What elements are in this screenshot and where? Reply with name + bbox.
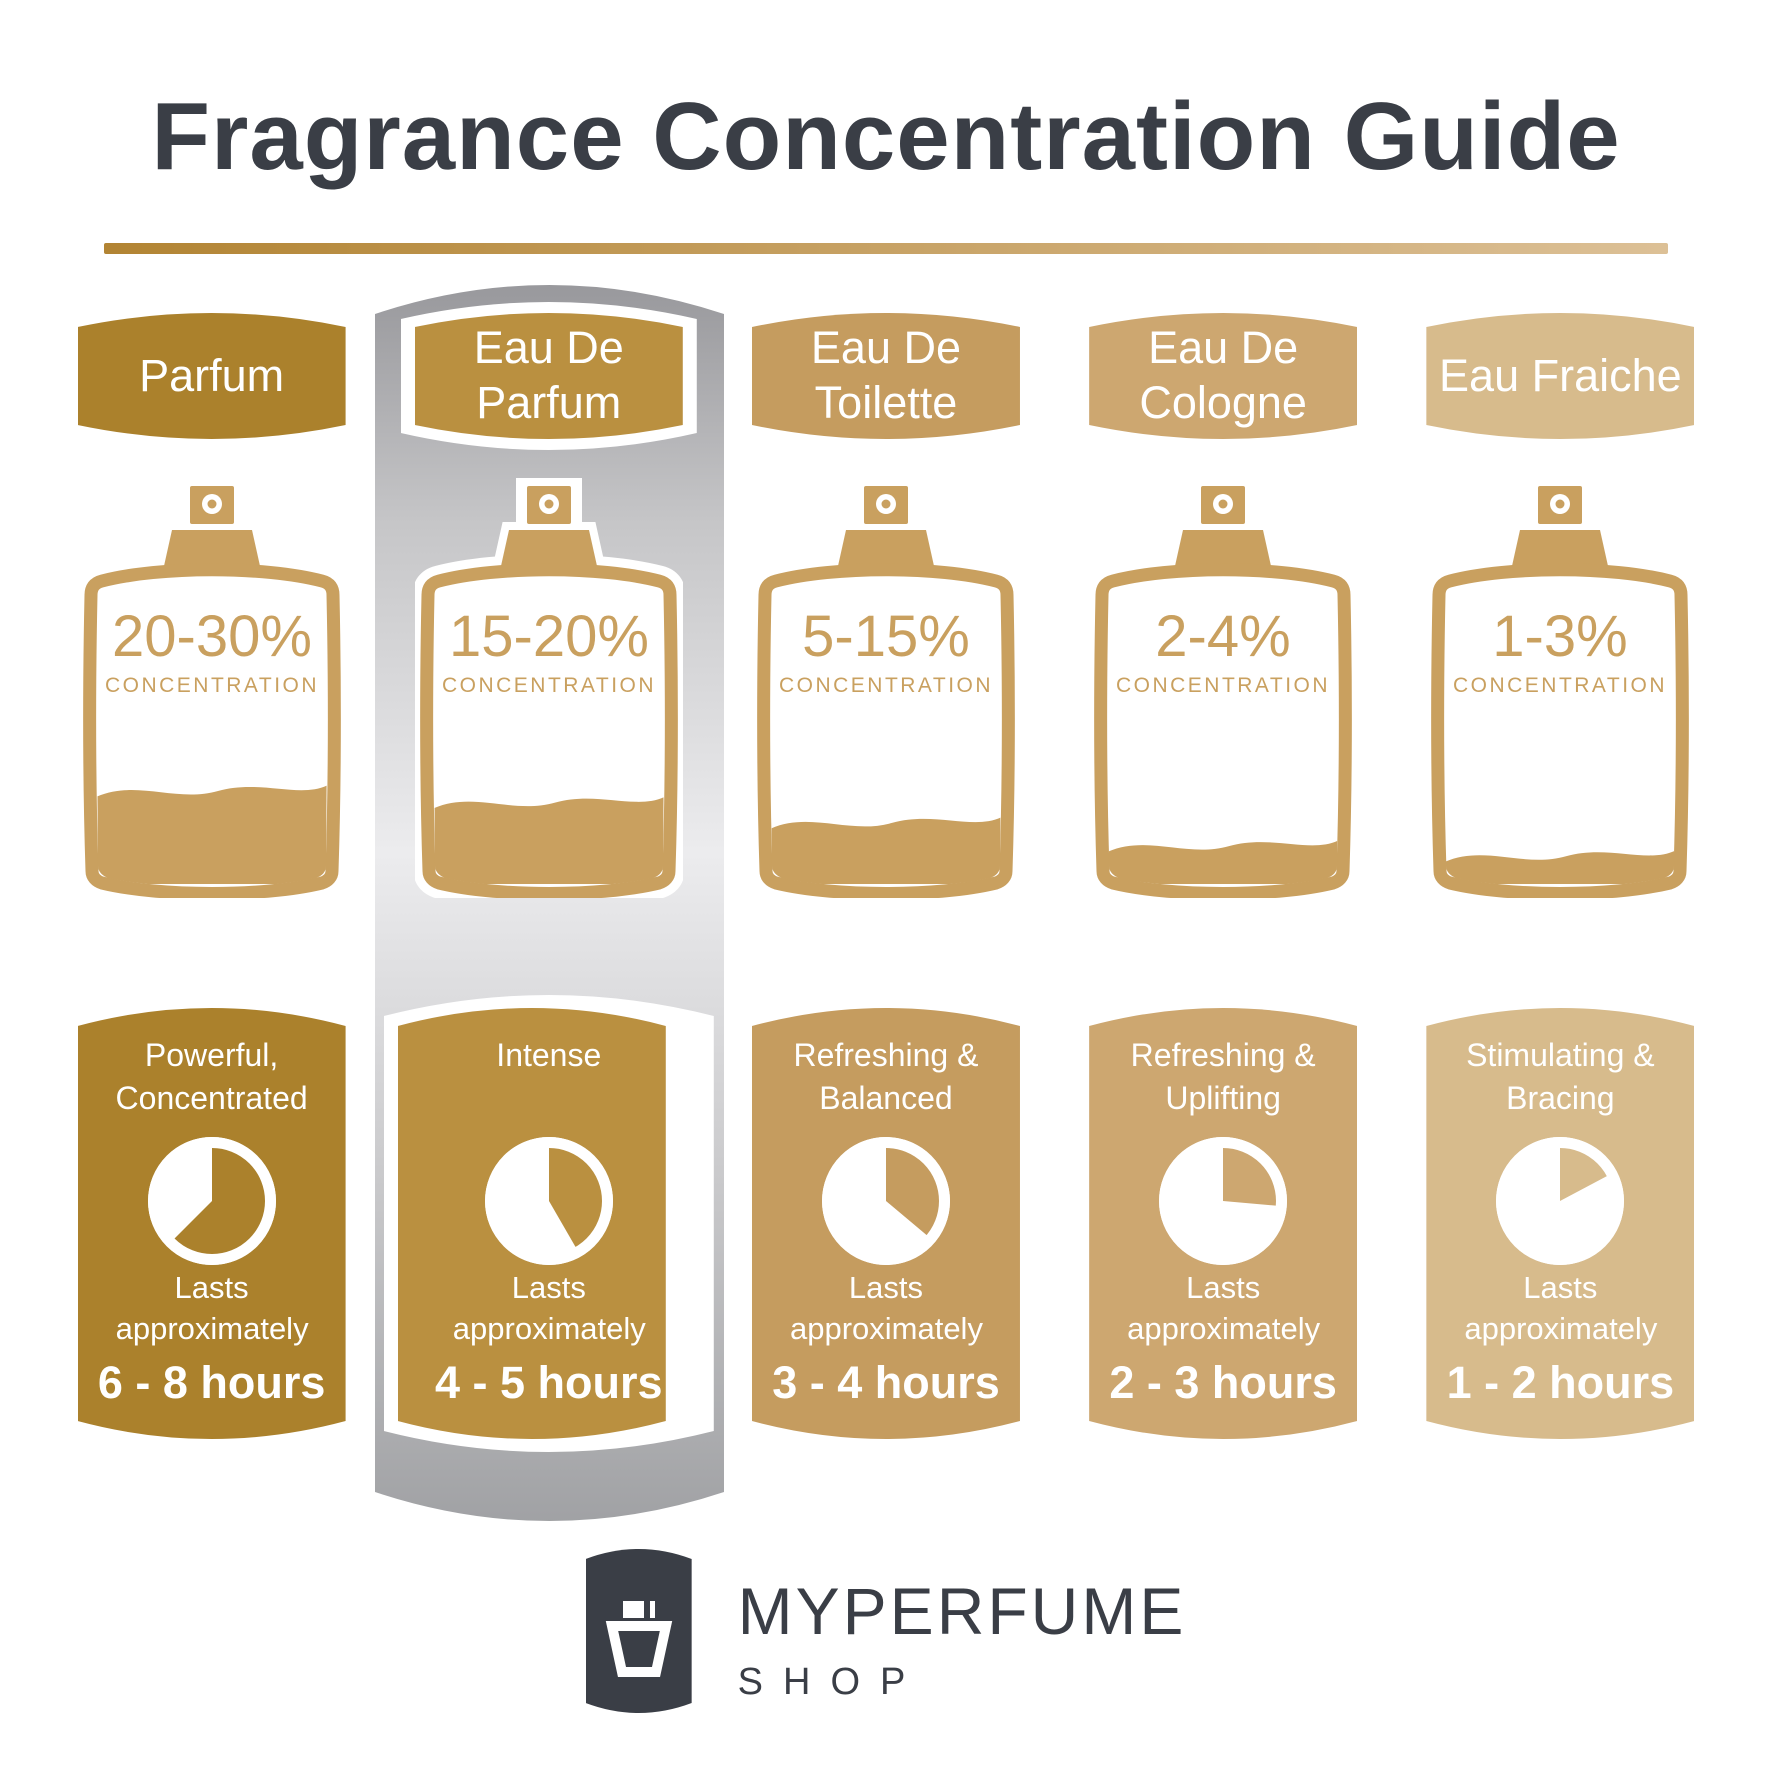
badges-row: Parfum Eau De Parfum Eau De Toilette Eau… [43,293,1729,459]
duration-clock-icon [1156,1134,1290,1268]
brand-name: MYPERFUME [737,1574,1187,1648]
duration-clock-icon [819,1134,953,1268]
duration-value: 1 - 2 hours [1446,1357,1675,1408]
lasts-label: Lasts approximately [452,1270,646,1346]
badge-label: Eau Fraiche [1439,349,1682,401]
perfume-bottle-icon: 5-15% CONCENTRATION [752,478,1020,903]
duration-clock-icon [145,1134,279,1268]
svg-text:15-20%: 15-20% [449,604,649,669]
svg-text:CONCENTRATION: CONCENTRATION [105,674,319,697]
brand-subtitle: SHOP [737,1661,926,1703]
duration-value: 3 - 4 hours [772,1357,1000,1408]
svg-text:CONCENTRATION: CONCENTRATION [1116,674,1330,697]
svg-text:CONCENTRATION: CONCENTRATION [779,674,993,697]
badge-label: Eau De Cologne [1139,322,1307,428]
lasts-label: Lasts approximately [789,1270,983,1346]
badge-eau-fraiche: Eau Fraiche [1426,305,1694,447]
lasts-label: Lasts approximately [1464,1270,1658,1346]
card-description: Refreshing & Uplifting [1130,1037,1316,1117]
perfume-bottle-icon: 1-3% CONCENTRATION [1426,478,1694,903]
title-underline [104,243,1668,254]
duration-value: 6 - 8 hours [97,1357,326,1408]
perfume-bottle-icon: 15-20% CONCENTRATION [410,475,687,909]
badge-label: Eau De Parfum [473,322,624,428]
card-description: Intense [496,1037,602,1073]
info-card-eau-de-parfum: Intense Lasts approximately 4 - 5 hours [398,1000,700,1447]
cards-row: Powerful, Concentrated Lasts approximate… [43,986,1729,1461]
badge-eau-de-parfum: Eau De Parfum [415,305,683,447]
duration-value: 2 - 3 hours [1109,1357,1337,1408]
svg-text:20-30%: 20-30% [112,604,312,669]
badge-eau-de-toilette: Eau De Toilette [752,305,1020,447]
duration-clock-icon [1493,1134,1627,1268]
perfume-bottle-icon: 20-30% CONCENTRATION [78,478,346,903]
info-card-eau-fraiche: Stimulating & Bracing Lasts approximatel… [1426,1000,1694,1447]
perfume-bottle-icon: 2-4% CONCENTRATION [1089,478,1357,903]
badge-label: Eau De Toilette [810,322,962,428]
card-highlight-border: Intense Lasts approximately 4 - 5 hours [384,986,714,1461]
badge-label: Parfum [139,349,285,401]
svg-text:2-4%: 2-4% [1155,604,1290,669]
duration-clock-icon [482,1134,616,1268]
perfume-bottle-logo-icon [604,1585,674,1677]
card-description: Powerful, Concentrated [115,1037,308,1117]
svg-text:CONCENTRATION: CONCENTRATION [442,674,656,697]
badge-eau-de-cologne: Eau De Cologne [1089,305,1357,447]
badge-highlight-border: Eau De Parfum [401,293,697,459]
lasts-label: Lasts approximately [115,1270,309,1346]
svg-text:5-15%: 5-15% [802,604,970,669]
bottles-row: 20-30% CONCENTRATION 15-20% CONCENTRATIO… [43,475,1729,909]
svg-text:CONCENTRATION: CONCENTRATION [1453,674,1667,697]
info-card-eau-de-cologne: Refreshing & Uplifting Lasts approximate… [1089,1000,1357,1447]
brand-badge [586,1545,692,1717]
info-card-eau-de-toilette: Refreshing & Balanced Lasts approximatel… [752,1000,1020,1447]
duration-value: 4 - 5 hours [435,1357,663,1408]
info-card-parfum: Powerful, Concentrated Lasts approximate… [78,1000,346,1447]
badge-parfum: Parfum [78,305,346,447]
lasts-label: Lasts approximately [1127,1270,1321,1346]
svg-text:1-3%: 1-3% [1493,604,1628,669]
page-title: Fragrance Concentration Guide [151,83,1621,190]
card-description: Stimulating & Bracing [1466,1037,1655,1117]
brand-logo: MYPERFUME SHOP [0,1545,1772,1717]
card-description: Refreshing & Balanced [793,1037,979,1117]
